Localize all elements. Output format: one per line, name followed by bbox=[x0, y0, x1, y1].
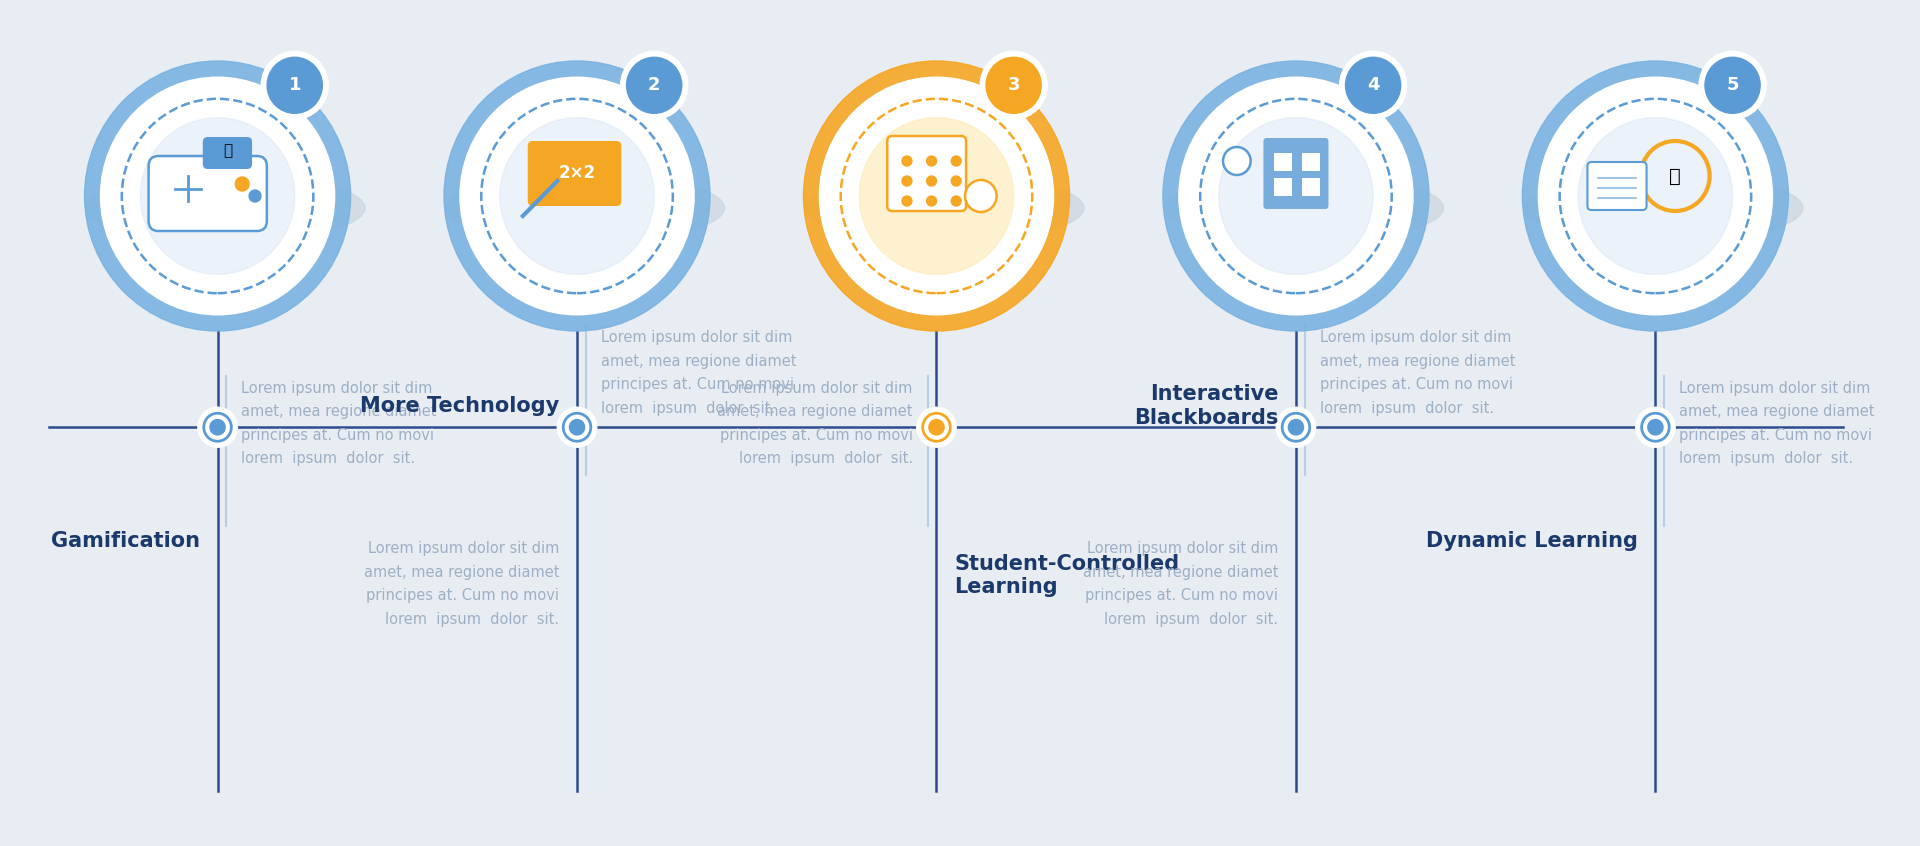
Circle shape bbox=[1523, 61, 1788, 331]
Text: Student-Controlled
Learning: Student-Controlled Learning bbox=[954, 553, 1179, 597]
Circle shape bbox=[1340, 52, 1407, 119]
Circle shape bbox=[100, 77, 334, 315]
Text: 🎓: 🎓 bbox=[223, 144, 232, 158]
Circle shape bbox=[557, 407, 597, 448]
Circle shape bbox=[1346, 58, 1402, 113]
Text: 🎓: 🎓 bbox=[1668, 167, 1682, 185]
Circle shape bbox=[979, 52, 1046, 119]
Circle shape bbox=[626, 58, 682, 113]
Circle shape bbox=[916, 407, 956, 448]
Circle shape bbox=[1164, 61, 1428, 331]
Circle shape bbox=[620, 52, 687, 119]
Text: 5: 5 bbox=[1726, 76, 1740, 94]
Circle shape bbox=[236, 177, 250, 191]
Circle shape bbox=[461, 77, 695, 315]
Circle shape bbox=[1538, 77, 1772, 315]
Bar bbox=[1275, 153, 1292, 171]
Text: Interactive
Blackboards: Interactive Blackboards bbox=[1135, 384, 1279, 428]
Circle shape bbox=[250, 190, 261, 202]
FancyBboxPatch shape bbox=[1263, 138, 1329, 209]
Bar bbox=[1275, 178, 1292, 196]
Circle shape bbox=[1288, 420, 1304, 435]
Ellipse shape bbox=[445, 174, 724, 242]
Text: Dynamic Learning: Dynamic Learning bbox=[1427, 531, 1638, 552]
Circle shape bbox=[927, 176, 937, 186]
Circle shape bbox=[1705, 58, 1761, 113]
Text: Lorem ipsum dolor sit dim
amet, mea regione diamet
principes at. Cum no movi
lor: Lorem ipsum dolor sit dim amet, mea regi… bbox=[1319, 330, 1515, 415]
Circle shape bbox=[267, 58, 323, 113]
Ellipse shape bbox=[86, 174, 365, 242]
Circle shape bbox=[198, 407, 238, 448]
Circle shape bbox=[1636, 407, 1674, 448]
Text: Lorem ipsum dolor sit dim
amet, mea regione diamet
principes at. Cum no movi
lor: Lorem ipsum dolor sit dim amet, mea regi… bbox=[363, 541, 559, 627]
Text: Gamification: Gamification bbox=[50, 531, 200, 552]
Ellipse shape bbox=[804, 174, 1085, 242]
Circle shape bbox=[261, 52, 328, 119]
Circle shape bbox=[1699, 52, 1766, 119]
Text: Lorem ipsum dolor sit dim
amet, mea regione diamet
principes at. Cum no movi
lor: Lorem ipsum dolor sit dim amet, mea regi… bbox=[601, 330, 797, 415]
Text: 1: 1 bbox=[288, 76, 301, 94]
Text: 3: 3 bbox=[1008, 76, 1020, 94]
Circle shape bbox=[987, 58, 1041, 113]
Circle shape bbox=[902, 156, 912, 166]
Circle shape bbox=[929, 420, 945, 435]
Circle shape bbox=[1647, 420, 1663, 435]
Circle shape bbox=[950, 176, 962, 186]
FancyBboxPatch shape bbox=[1588, 162, 1647, 210]
Bar bbox=[1302, 153, 1319, 171]
Circle shape bbox=[499, 118, 655, 274]
Circle shape bbox=[860, 118, 1014, 274]
Text: Lorem ipsum dolor sit dim
amet, mea regione diamet
principes at. Cum no movi
lor: Lorem ipsum dolor sit dim amet, mea regi… bbox=[718, 381, 912, 466]
Text: Lorem ipsum dolor sit dim
amet, mea regione diamet
principes at. Cum no movi
lor: Lorem ipsum dolor sit dim amet, mea regi… bbox=[1680, 381, 1874, 466]
Circle shape bbox=[950, 156, 962, 166]
FancyBboxPatch shape bbox=[204, 137, 252, 169]
FancyBboxPatch shape bbox=[148, 156, 267, 231]
FancyBboxPatch shape bbox=[887, 136, 966, 211]
Circle shape bbox=[1277, 407, 1315, 448]
Circle shape bbox=[927, 156, 937, 166]
Circle shape bbox=[140, 118, 296, 274]
Circle shape bbox=[1578, 118, 1732, 274]
Circle shape bbox=[950, 196, 962, 206]
Circle shape bbox=[927, 196, 937, 206]
Ellipse shape bbox=[1524, 174, 1803, 242]
Circle shape bbox=[902, 176, 912, 186]
Circle shape bbox=[902, 196, 912, 206]
Bar bbox=[1302, 178, 1319, 196]
FancyBboxPatch shape bbox=[528, 141, 622, 206]
Circle shape bbox=[444, 61, 710, 331]
Text: Lorem ipsum dolor sit dim
amet, mea regione diamet
principes at. Cum no movi
lor: Lorem ipsum dolor sit dim amet, mea regi… bbox=[1083, 541, 1279, 627]
Circle shape bbox=[820, 77, 1054, 315]
Text: 2×2: 2×2 bbox=[559, 164, 595, 182]
Text: Lorem ipsum dolor sit dim
amet, mea regione diamet
principes at. Cum no movi
lor: Lorem ipsum dolor sit dim amet, mea regi… bbox=[242, 381, 436, 466]
Circle shape bbox=[209, 420, 225, 435]
Circle shape bbox=[1179, 77, 1413, 315]
Ellipse shape bbox=[1164, 174, 1444, 242]
Circle shape bbox=[966, 180, 996, 212]
Circle shape bbox=[84, 61, 351, 331]
Circle shape bbox=[803, 61, 1069, 331]
Circle shape bbox=[570, 420, 584, 435]
Circle shape bbox=[1223, 147, 1250, 175]
Text: More Technology: More Technology bbox=[361, 396, 559, 416]
Circle shape bbox=[1219, 118, 1373, 274]
Text: 2: 2 bbox=[647, 76, 660, 94]
Text: 4: 4 bbox=[1367, 76, 1379, 94]
